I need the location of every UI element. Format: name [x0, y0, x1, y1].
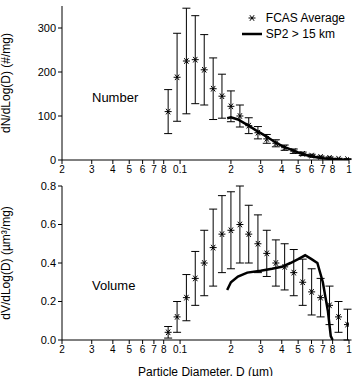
svg-text:0: 0	[50, 154, 56, 166]
svg-text:5: 5	[126, 164, 132, 175]
svg-text:1: 1	[346, 164, 349, 175]
svg-text:7: 7	[151, 344, 157, 355]
svg-text:100: 100	[38, 110, 56, 122]
svg-text:3: 3	[89, 164, 95, 175]
svg-text:5: 5	[295, 164, 301, 175]
svg-text:4: 4	[279, 164, 285, 175]
svg-text:5: 5	[126, 344, 132, 355]
svg-text:dN/dLog(D) (#/mg): dN/dLog(D) (#/mg)	[8, 33, 13, 133]
html-text:SP2 > 15 km: SP2 > 15 km	[265, 27, 335, 41]
svg-text:0.2: 0.2	[41, 295, 56, 307]
html-text:Number: Number	[92, 90, 139, 105]
svg-text:4: 4	[110, 164, 116, 175]
svg-text:200: 200	[38, 66, 56, 78]
svg-text:0.1: 0.1	[173, 344, 187, 355]
svg-text:7: 7	[320, 344, 326, 355]
svg-text:3: 3	[89, 344, 95, 355]
svg-text:4: 4	[110, 344, 116, 355]
svg-text:2: 2	[59, 344, 65, 355]
svg-text:0.8: 0.8	[41, 180, 56, 192]
svg-text:6: 6	[140, 164, 146, 175]
svg-text:2: 2	[59, 164, 65, 175]
svg-text:8: 8	[330, 344, 336, 355]
svg-text:0.4: 0.4	[41, 257, 56, 269]
svg-text:1: 1	[346, 344, 349, 355]
svg-text:Particle Diameter, D (µm): Particle Diameter, D (µm)	[138, 365, 273, 376]
svg-text:8: 8	[161, 344, 167, 355]
svg-text:3: 3	[258, 344, 264, 355]
svg-text:0.0: 0.0	[41, 334, 56, 346]
html-text:Volume: Volume	[92, 278, 136, 293]
svg-text:6: 6	[309, 344, 315, 355]
svg-text:7: 7	[320, 164, 326, 175]
svg-text:2: 2	[228, 344, 234, 355]
svg-text:3: 3	[258, 164, 264, 175]
svg-text:dV/dLog(D) (µm³/mg): dV/dLog(D) (µm³/mg)	[8, 206, 13, 320]
svg-text:6: 6	[140, 344, 146, 355]
svg-text:7: 7	[151, 164, 157, 175]
svg-text:5: 5	[295, 344, 301, 355]
svg-text:0.1: 0.1	[173, 164, 187, 175]
html-text:FCAS Average: FCAS Average	[265, 11, 345, 25]
svg-text:6: 6	[309, 164, 315, 175]
svg-text:4: 4	[279, 344, 285, 355]
svg-text:2: 2	[228, 164, 234, 175]
svg-text:0.6: 0.6	[41, 218, 56, 230]
svg-text:8: 8	[161, 164, 167, 175]
svg-text:8: 8	[330, 164, 336, 175]
svg-text:300: 300	[38, 22, 56, 34]
